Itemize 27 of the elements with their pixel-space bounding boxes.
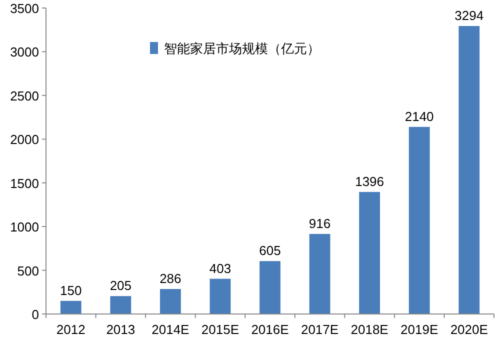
data-label: 2140 xyxy=(404,108,434,124)
data-label: 403 xyxy=(209,260,232,276)
y-tick-label: 2000 xyxy=(10,132,39,148)
x-tick-label: 2017E xyxy=(300,322,339,337)
data-label: 605 xyxy=(259,243,281,258)
x-tick-label: 2019E xyxy=(400,322,438,337)
y-tick-label: 500 xyxy=(17,263,39,278)
x-tick-label: 2018E xyxy=(350,322,389,337)
data-label: 205 xyxy=(110,278,132,294)
y-tick-label: 1500 xyxy=(10,176,39,191)
x-tick-label: 2012 xyxy=(56,322,86,337)
y-tick-label: 3000 xyxy=(10,44,39,60)
x-tick-label: 2020E xyxy=(450,322,488,337)
x-tick-label: 2013 xyxy=(106,322,136,337)
x-tick-label: 2016E xyxy=(251,322,290,337)
y-tick-label: 3500 xyxy=(10,1,39,16)
x-tick-label: 2015E xyxy=(201,322,240,337)
legend-label: 智能家居市场规模（亿元） xyxy=(164,41,320,56)
data-label: 3294 xyxy=(454,8,484,24)
y-tick-label: 1000 xyxy=(10,220,39,235)
y-tick-label: 2500 xyxy=(10,88,39,104)
data-label: 916 xyxy=(308,216,331,231)
y-tick-label: 0 xyxy=(32,307,39,322)
data-label: 1396 xyxy=(355,174,384,189)
data-label: 286 xyxy=(160,270,182,286)
data-label: 150 xyxy=(60,282,82,298)
x-tick-label: 2014E xyxy=(152,322,190,337)
